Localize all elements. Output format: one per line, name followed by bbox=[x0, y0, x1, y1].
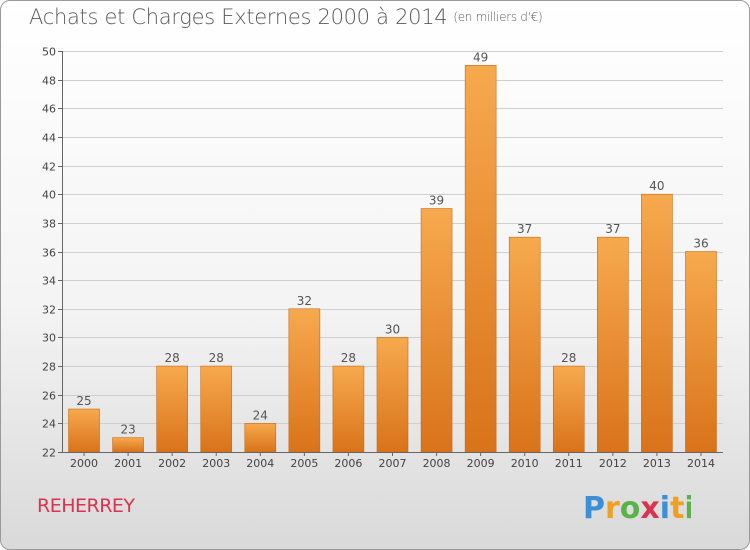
bar-2012 bbox=[597, 236, 629, 453]
x-tick-label: 2005 bbox=[290, 457, 318, 470]
value-label: 28 bbox=[209, 351, 224, 365]
x-tick-label: 2004 bbox=[246, 457, 274, 470]
x-tick-label: 2012 bbox=[599, 457, 627, 470]
x-tick-label: 2009 bbox=[467, 457, 495, 470]
x-tick-label: 2010 bbox=[511, 457, 539, 470]
x-tick-label: 2006 bbox=[334, 457, 362, 470]
y-tick-label: 50 bbox=[42, 46, 56, 59]
x-tick-label: 2007 bbox=[379, 457, 407, 470]
value-label: 24 bbox=[253, 408, 268, 422]
value-label: 28 bbox=[165, 351, 180, 365]
y-tick-label: 32 bbox=[42, 304, 56, 317]
bar-2001 bbox=[112, 437, 144, 453]
value-label: 30 bbox=[385, 322, 400, 336]
value-label: 49 bbox=[473, 50, 488, 64]
bar-2004 bbox=[244, 423, 277, 453]
y-tick-label: 46 bbox=[42, 103, 56, 116]
value-label: 39 bbox=[429, 194, 444, 208]
proxiti-logo: Proxiti bbox=[583, 491, 691, 526]
commune-name: REHERREY bbox=[37, 495, 135, 517]
y-tick-label: 36 bbox=[42, 247, 56, 260]
bar-2009 bbox=[464, 65, 497, 453]
bar-2014 bbox=[685, 251, 717, 453]
value-label: 23 bbox=[120, 423, 135, 437]
value-label: 25 bbox=[76, 394, 91, 408]
chart-title: Achats et Charges Externes 2000 à 2014 (e… bbox=[29, 5, 543, 29]
value-label: 28 bbox=[561, 351, 576, 365]
y-tick-label: 44 bbox=[42, 132, 56, 145]
bar-2006 bbox=[332, 365, 365, 453]
value-label: 37 bbox=[517, 222, 532, 236]
y-tick-label: 34 bbox=[42, 275, 56, 288]
svg-text:Proxiti: Proxiti bbox=[583, 491, 691, 526]
y-tick-label: 30 bbox=[42, 332, 56, 345]
x-tick-label: 2003 bbox=[202, 457, 230, 470]
bar-2011 bbox=[552, 365, 585, 453]
bar-2003 bbox=[200, 365, 233, 453]
bar-2000 bbox=[68, 408, 100, 453]
x-tick-label: 2001 bbox=[114, 457, 142, 470]
y-tick-label: 40 bbox=[42, 189, 56, 202]
y-tick-label: 24 bbox=[42, 418, 56, 431]
y-tick-label: 48 bbox=[42, 75, 56, 88]
y-tick-label: 38 bbox=[42, 218, 56, 231]
value-label: 28 bbox=[341, 351, 356, 365]
bar-2002 bbox=[156, 365, 188, 453]
x-tick-label: 2008 bbox=[423, 457, 451, 470]
bar-2005 bbox=[288, 308, 321, 453]
y-tick-label: 26 bbox=[42, 390, 56, 403]
value-label: 37 bbox=[605, 222, 620, 236]
bar-2008 bbox=[420, 208, 453, 453]
x-tick-label: 2013 bbox=[643, 457, 671, 470]
y-tick-label: 22 bbox=[42, 447, 56, 460]
x-tick-label: 2014 bbox=[687, 457, 715, 470]
value-label: 40 bbox=[649, 179, 664, 193]
chart-unit: (en milliers d'€) bbox=[453, 10, 543, 24]
bar-2007 bbox=[376, 337, 409, 453]
bar-2013 bbox=[641, 193, 673, 453]
x-tick-label: 2011 bbox=[555, 457, 583, 470]
value-label: 32 bbox=[297, 294, 312, 308]
value-label: 36 bbox=[693, 237, 708, 251]
x-tick-label: 2002 bbox=[158, 457, 186, 470]
bar-2010 bbox=[508, 236, 541, 453]
y-tick-label: 42 bbox=[42, 161, 56, 174]
x-tick-label: 2000 bbox=[70, 457, 98, 470]
y-tick-label: 28 bbox=[42, 361, 56, 374]
